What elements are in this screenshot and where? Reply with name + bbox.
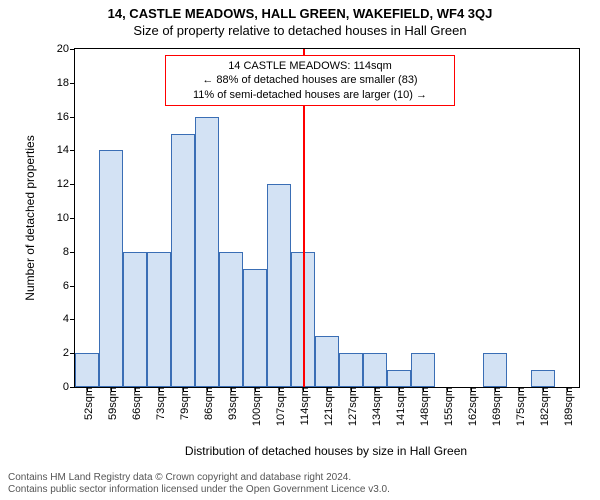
x-tick-label: 155sqm xyxy=(439,387,455,426)
y-tick-mark xyxy=(70,387,75,388)
callout-line: ← 88% of detached houses are smaller (83… xyxy=(172,73,448,87)
x-tick-label: 148sqm xyxy=(415,387,431,426)
y-tick-mark xyxy=(70,83,75,84)
chart-area: Number of detached properties 14 CASTLE … xyxy=(50,48,580,428)
x-tick-label: 189sqm xyxy=(559,387,575,426)
x-tick-label: 162sqm xyxy=(463,387,479,426)
x-tick-label: 93sqm xyxy=(223,387,239,420)
y-tick-mark xyxy=(70,117,75,118)
y-tick-mark xyxy=(70,150,75,151)
x-tick-label: 100sqm xyxy=(247,387,263,426)
histogram-bar xyxy=(123,252,147,387)
histogram-bar xyxy=(363,353,387,387)
x-tick-label: 141sqm xyxy=(391,387,407,426)
x-tick-label: 59sqm xyxy=(103,387,119,420)
histogram-bar xyxy=(411,353,435,387)
x-tick-label: 52sqm xyxy=(79,387,95,420)
histogram-bar xyxy=(267,184,291,387)
histogram-bar xyxy=(243,269,267,387)
x-axis-label: Distribution of detached houses by size … xyxy=(74,444,578,458)
x-tick-label: 86sqm xyxy=(199,387,215,420)
chart-container: 14, CASTLE MEADOWS, HALL GREEN, WAKEFIEL… xyxy=(0,0,600,500)
y-tick-mark xyxy=(70,218,75,219)
callout-line: 14 CASTLE MEADOWS: 114sqm xyxy=(172,59,448,73)
histogram-bar xyxy=(99,150,123,387)
histogram-bar xyxy=(315,336,339,387)
x-tick-label: 66sqm xyxy=(127,387,143,420)
x-tick-label: 182sqm xyxy=(535,387,551,426)
footer-line-2: Contains public sector information licen… xyxy=(8,484,390,496)
page-subtitle: Size of property relative to detached ho… xyxy=(0,21,600,42)
histogram-bar xyxy=(483,353,507,387)
y-tick-mark xyxy=(70,184,75,185)
x-tick-label: 73sqm xyxy=(151,387,167,420)
x-tick-label: 169sqm xyxy=(487,387,503,426)
footer-line-1: Contains HM Land Registry data © Crown c… xyxy=(8,472,390,484)
x-tick-label: 127sqm xyxy=(343,387,359,426)
callout-box: 14 CASTLE MEADOWS: 114sqm← 88% of detach… xyxy=(165,55,455,106)
y-tick-mark xyxy=(70,49,75,50)
plot-region: 14 CASTLE MEADOWS: 114sqm← 88% of detach… xyxy=(74,48,580,388)
histogram-bar xyxy=(171,134,195,388)
footer-attribution: Contains HM Land Registry data © Crown c… xyxy=(8,472,390,496)
x-tick-label: 175sqm xyxy=(511,387,527,426)
histogram-bar xyxy=(147,252,171,387)
callout-line: 11% of semi-detached houses are larger (… xyxy=(172,88,448,102)
x-tick-label: 134sqm xyxy=(367,387,383,426)
histogram-bar xyxy=(387,370,411,387)
y-tick-mark xyxy=(70,353,75,354)
y-tick-mark xyxy=(70,286,75,287)
x-tick-label: 79sqm xyxy=(175,387,191,420)
y-axis-label: Number of detached properties xyxy=(23,135,37,300)
x-tick-label: 121sqm xyxy=(319,387,335,426)
histogram-bar xyxy=(219,252,243,387)
x-tick-label: 107sqm xyxy=(271,387,287,426)
histogram-bar xyxy=(75,353,99,387)
x-tick-label: 114sqm xyxy=(295,387,311,425)
y-tick-mark xyxy=(70,252,75,253)
page-title: 14, CASTLE MEADOWS, HALL GREEN, WAKEFIEL… xyxy=(0,0,600,21)
histogram-bar xyxy=(339,353,363,387)
y-tick-mark xyxy=(70,319,75,320)
histogram-bar xyxy=(195,117,219,387)
histogram-bar xyxy=(531,370,555,387)
